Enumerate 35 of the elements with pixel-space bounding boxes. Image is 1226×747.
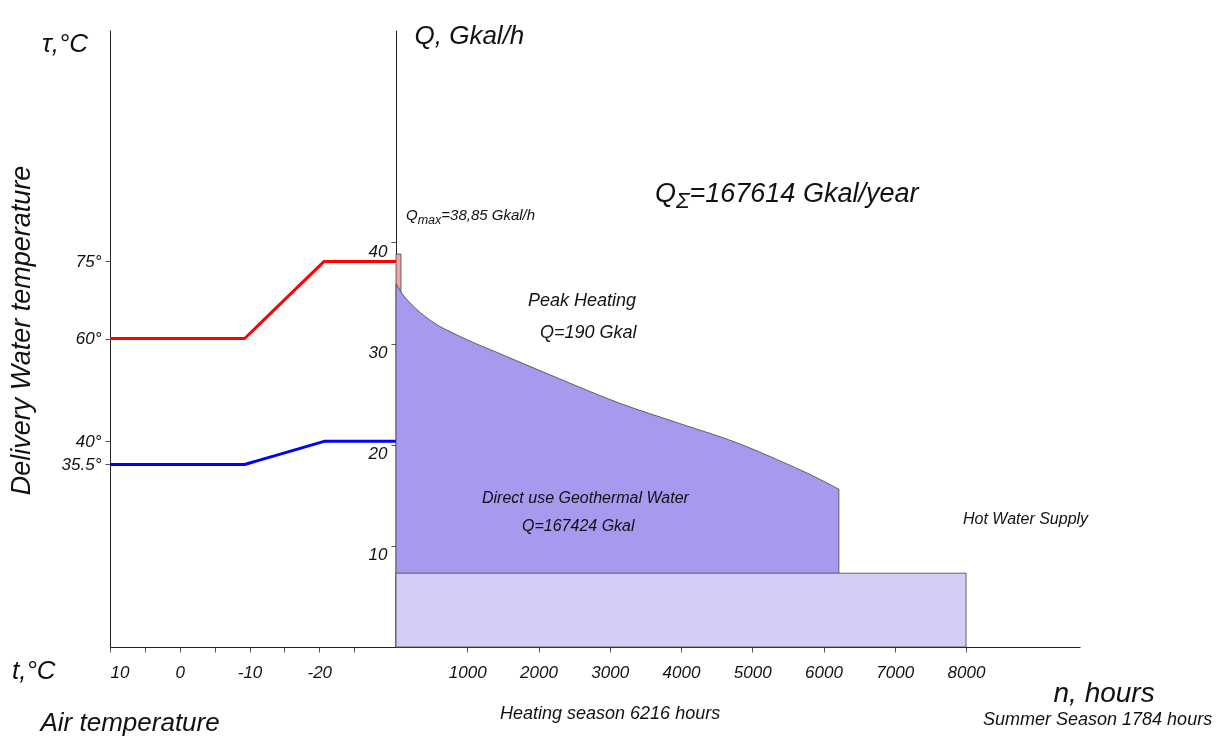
x-tick-label: 3000 [591,662,630,682]
y-tick-label: 35.5° [61,454,102,474]
y-tick-label: 75° [75,251,102,271]
annotation: Q$_{Σ}$=167614 Gkal/year [655,178,919,215]
y-tick-label: 40° [75,431,102,451]
x-tick-label: 1000 [448,662,488,682]
x-tick-label: 5000 [733,662,773,682]
x-tick-label: 4000 [662,662,701,682]
annotation: Peak Heating [528,290,637,311]
annotation: Q=167424 Gkal [522,517,635,535]
text: Summer Season 1784 hours [983,709,1213,730]
annotation: Direct use Geothermal Water [482,489,689,507]
annotation: Hot Water Supply [963,510,1089,528]
text: τ,°C [42,28,89,59]
x-tick-label: -20 [307,662,333,682]
x-tick-label: 6000 [805,662,844,682]
x-tick-label: 7000 [876,662,915,682]
y-tick-label: 30 [368,343,389,363]
x-tick-label: 2000 [519,662,559,682]
y-tick-label: 40 [368,241,389,261]
x-axis-title: Air temperature [38,706,220,737]
x-tick-label: 0 [175,662,186,682]
text: Heating season 6216 hours [500,703,721,724]
y-axis-title: Q, Gkal/h [414,19,525,50]
y-axis-title: Delivery Water temperature [5,165,36,496]
x-tick-label: 8000 [947,662,986,682]
annotation: Q=190 Gkal [540,322,637,343]
text: t,°C [12,655,56,686]
x-tick-label: 10 [110,662,130,682]
annotation: Q$_{max}$=38,85 Gkal/h [406,206,536,227]
y-tick-label: 60° [75,329,102,348]
y-tick-label: 10 [368,545,389,565]
y-tick-label: 20 [367,444,389,464]
x-axis-title: n, hours [1053,676,1155,708]
x-tick-label: -10 [237,662,263,682]
